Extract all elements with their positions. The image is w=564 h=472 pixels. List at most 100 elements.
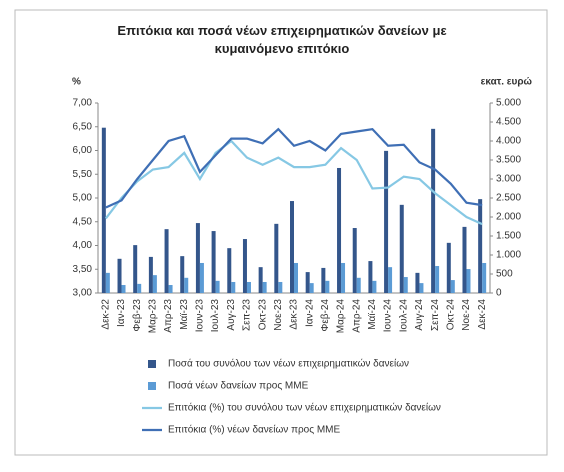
x-tick-label: Απρ-23 [163,299,174,333]
bar [325,280,330,293]
bar [431,128,436,293]
x-tick-label: Νοε-23 [273,299,284,331]
bar [321,267,326,293]
bar [368,261,373,293]
x-tick-label: Ιαν-24 [304,299,315,327]
x-tick-label: Δεκ-23 [289,299,300,330]
y2-tick-label: 0 [496,288,502,299]
y-tick-label: 5,50 [73,169,93,180]
bar [446,242,451,293]
bar [278,281,283,293]
x-tick-label: Δεκ-24 [477,299,488,330]
x-tick-label: Φεβ-24 [320,299,331,332]
y2-tick-label: 1.000 [496,250,521,261]
x-tick-label: Οκτ-23 [257,299,268,331]
bar [164,229,169,293]
bar [388,267,393,293]
legend-label: Επιτόκια (%) του συνόλου των νέων επιχει… [168,402,441,414]
x-tick-label: Απρ-24 [351,299,362,333]
x-tick-label: Μαρ-23 [148,299,159,334]
legend-label: Επιτόκια (%) νέων δανείων προς ΜΜΕ [168,424,340,436]
bar [294,262,298,293]
y2-tick-label: 2.000 [496,212,521,223]
bar [305,272,310,293]
bar [242,239,247,293]
bar [215,280,220,293]
y2-tick-label: 500 [496,269,513,280]
bar [246,281,251,293]
y-axis-label: % [72,77,81,88]
bar [399,204,404,293]
bar [341,262,346,293]
x-tick-label: Νοε-24 [461,299,472,331]
x-tick-label: Αυγ-24 [414,299,425,331]
x-tick-label: Αυγ-23 [226,299,237,331]
bar [199,262,204,293]
bar [152,275,157,293]
bar [231,281,236,293]
y2-axis-label: εκατ. ευρώ [481,77,533,88]
y-tick-label: 6,50 [73,121,93,132]
x-tick-label: Ιαν-23 [116,299,127,327]
bar [290,201,294,293]
x-tick-label: Φεβ-23 [132,299,143,332]
bar [482,262,487,293]
y2-tick-label: 3.500 [496,155,521,166]
x-tick-label: Σεπ-24 [430,299,441,331]
bar [168,285,173,293]
y-tick-label: 3,50 [73,264,93,275]
legend-swatch [148,382,156,390]
x-tick-label: Οκτ-24 [445,299,456,331]
x-tick-label: Ιουν-23 [195,299,206,333]
bar [258,267,263,293]
y2-tick-label: 2.500 [496,193,521,204]
legend-swatch [148,360,156,368]
x-tick-label: Ιουν-24 [383,299,394,333]
bar [415,272,420,293]
y2-tick-label: 1.500 [496,231,521,242]
y-tick-label: 7,00 [73,98,93,109]
bar [352,228,357,293]
x-tick-label: Ιουλ-23 [210,299,221,333]
bar [309,283,314,293]
x-tick-label: Μαρ-24 [336,299,347,334]
y-tick-label: 6,00 [73,145,93,156]
y-tick-label: 4,50 [73,216,93,227]
x-tick-label: Δεκ-22 [100,299,111,330]
bar [133,245,138,293]
chart-title: Επιτόκια και ποσά νέων επιχειρηματικών δ… [117,23,447,56]
y2-tick-label: 3.000 [496,174,521,185]
bar [117,258,122,293]
legend-label: Ποσά νέων δανείων προς ΜΜΕ [168,380,309,392]
bar [466,269,471,293]
legend-label: Ποσά του συνόλου των νέων επιχειρηματικώ… [168,358,409,370]
y-tick-label: 3,00 [73,288,93,299]
x-tick-label: Μαϊ-23 [179,299,190,330]
bar [137,283,142,293]
x-tick-label: Σεπ-23 [242,299,253,331]
line [104,139,483,226]
y-tick-label: 5,00 [73,193,93,204]
bar [403,277,408,293]
bar [419,283,424,293]
bar [435,266,440,293]
bar [262,281,267,293]
bar [372,280,377,293]
bar [450,280,455,293]
line [105,127,483,209]
y2-tick-label: 4.500 [496,117,521,128]
chart-border [14,9,548,456]
y2-tick-label: 4.000 [496,136,521,147]
bar [211,231,216,293]
bar [478,199,483,293]
bar [121,285,126,293]
bar [148,256,153,293]
bar [101,127,106,293]
bar [105,272,110,293]
bar [462,226,467,293]
bar [274,223,279,293]
y2-tick-label: 5.000 [496,98,521,109]
bar [180,256,185,293]
